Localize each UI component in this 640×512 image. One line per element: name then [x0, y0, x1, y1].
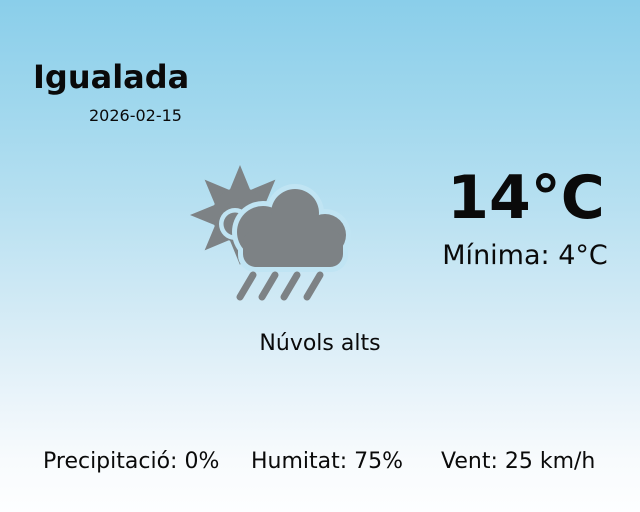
precipitation-detail: Precipitació: 0% [43, 449, 220, 474]
sun-behind-rain-cloud-icon [183, 155, 353, 310]
rain-strokes-shape [236, 271, 324, 301]
temperature-value: 14°C [447, 163, 605, 233]
minimum-temperature: Mínima: 4°C [442, 240, 608, 271]
wind-detail: Vent: 25 km/h [441, 449, 596, 474]
humidity-detail: Humitat: 75% [251, 449, 404, 474]
cloud-shape [237, 189, 346, 267]
condition-text: Núvols alts [259, 331, 381, 356]
location-name: Igualada [33, 58, 190, 96]
forecast-date: 2026-02-15 [89, 106, 182, 125]
